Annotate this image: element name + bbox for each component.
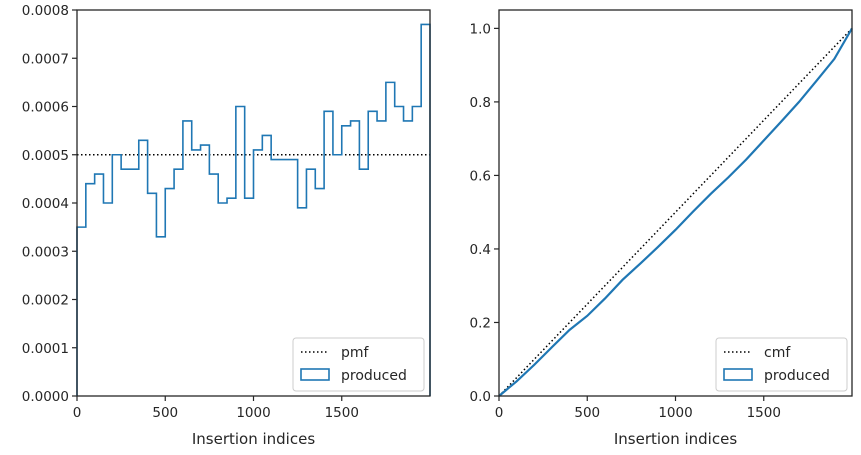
right-y-tick-label: 0.8: [470, 95, 491, 111]
right-x-tick-label: 500: [574, 405, 600, 421]
right-x-axis-label: Insertion indices: [614, 430, 737, 448]
left-produced-step-line: [76, 23, 431, 396]
right-produced-step-line: [498, 27, 853, 397]
left-plot-area: [76, 23, 431, 396]
left-y-tick-label: 0.0003: [22, 244, 69, 260]
right-x-tick-label: 1500: [747, 405, 781, 421]
left-x-axis: 0 500 1000 1500: [73, 396, 359, 421]
left-y-tick-label: 0.0001: [22, 341, 69, 357]
left-x-axis-label: Insertion indices: [192, 430, 315, 448]
right-cmf-line: [498, 27, 853, 397]
left-x-tick-label: 1500: [325, 405, 359, 421]
left-y-tick-label: 0.0008: [22, 3, 69, 19]
left-y-tick-label: 0.0004: [22, 196, 69, 212]
right-x-tick-label: 0: [495, 405, 504, 421]
left-x-tick-label: 500: [152, 405, 178, 421]
right-plot-area: [498, 27, 853, 397]
cmf-panel: 0.0 0.2 0.4 0.6 0.8 1.0 0 500 1000 1500 Insertio…: [470, 9, 853, 448]
left-y-tick-label: 0.0005: [22, 148, 69, 164]
right-y-axis: 0.0 0.2 0.4 0.6 0.8 1.0: [470, 21, 499, 405]
left-legend-pmf-label: pmf: [341, 345, 370, 361]
left-legend: pmf produced: [292, 337, 425, 392]
right-legend: cmf produced: [715, 337, 848, 392]
right-y-tick-label: 0.4: [470, 242, 491, 258]
right-legend-produced-swatch: [723, 368, 753, 381]
right-y-tick-label: 0.2: [470, 315, 491, 331]
left-y-axis: 0.0000 0.0001 0.0002 0.0003 0.0004 0.0005 0.00…: [22, 3, 77, 405]
left-y-tick-label: 0.0007: [22, 51, 69, 67]
right-x-axis: 0 500 1000 1500: [495, 396, 781, 421]
right-y-tick-label: 0.0: [470, 389, 491, 405]
right-y-tick-label: 1.0: [470, 21, 491, 37]
left-legend-produced-label: produced: [341, 368, 407, 384]
left-y-tick-label: 0.0000: [22, 389, 69, 405]
left-axes-frame: [76, 9, 431, 397]
pmf-panel: 0.0000 0.0001 0.0002 0.0003 0.0004 0.0005 0.00…: [22, 3, 431, 448]
right-legend-produced-label: produced: [764, 368, 830, 384]
right-y-tick-label: 0.6: [470, 168, 491, 184]
left-y-tick-label: 0.0002: [22, 293, 69, 309]
left-y-tick-label: 0.0006: [22, 100, 69, 116]
left-legend-produced-swatch: [300, 368, 330, 381]
left-x-tick-label: 0: [73, 405, 82, 421]
right-legend-cmf-label: cmf: [764, 345, 791, 361]
right-axes-frame: [498, 9, 853, 397]
right-x-tick-label: 1000: [658, 405, 692, 421]
left-x-tick-label: 1000: [236, 405, 270, 421]
